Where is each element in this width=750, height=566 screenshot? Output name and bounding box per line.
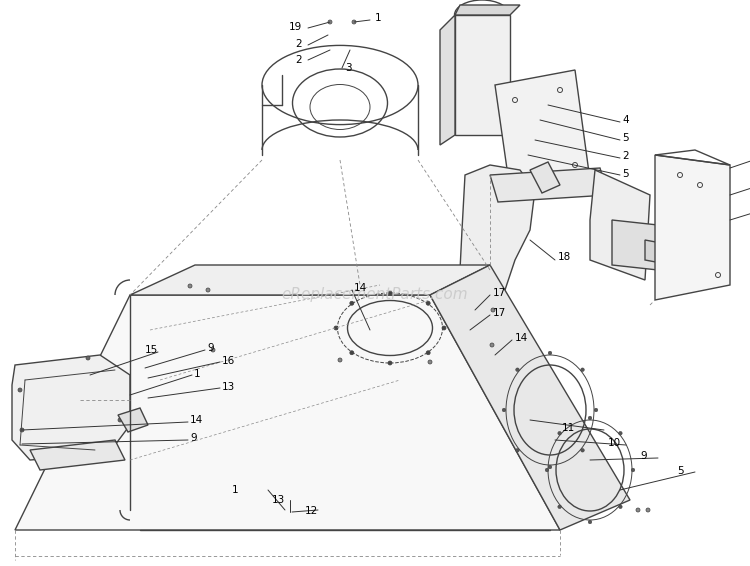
Ellipse shape — [211, 348, 215, 352]
Text: 17: 17 — [493, 288, 506, 298]
Text: 10: 10 — [608, 438, 621, 448]
Ellipse shape — [588, 416, 592, 420]
Ellipse shape — [636, 508, 640, 512]
Text: 3: 3 — [345, 63, 352, 73]
Ellipse shape — [334, 326, 338, 330]
Text: 13: 13 — [222, 382, 236, 392]
Text: 13: 13 — [272, 495, 285, 505]
Ellipse shape — [18, 388, 22, 392]
Ellipse shape — [442, 326, 446, 330]
Text: 9: 9 — [190, 433, 196, 443]
Ellipse shape — [594, 408, 598, 411]
Ellipse shape — [428, 360, 432, 364]
Ellipse shape — [328, 20, 332, 24]
Text: 14: 14 — [515, 333, 528, 343]
Ellipse shape — [491, 308, 495, 312]
Ellipse shape — [646, 508, 650, 512]
Text: 2: 2 — [296, 55, 302, 65]
Polygon shape — [440, 15, 455, 145]
Polygon shape — [12, 355, 130, 460]
Polygon shape — [590, 170, 650, 280]
Ellipse shape — [558, 505, 561, 508]
Polygon shape — [430, 265, 630, 530]
Text: 17: 17 — [493, 308, 506, 318]
Polygon shape — [455, 15, 510, 135]
Ellipse shape — [118, 418, 122, 422]
Text: 5: 5 — [622, 133, 628, 143]
Polygon shape — [30, 440, 125, 470]
Text: 9: 9 — [640, 451, 646, 461]
Text: 1: 1 — [194, 369, 201, 379]
Ellipse shape — [426, 301, 430, 305]
Ellipse shape — [503, 408, 506, 411]
Ellipse shape — [20, 428, 24, 432]
Text: eReplacementParts.com: eReplacementParts.com — [282, 288, 468, 302]
Ellipse shape — [516, 368, 519, 371]
Ellipse shape — [558, 431, 561, 435]
Text: 5: 5 — [677, 466, 684, 476]
Ellipse shape — [548, 351, 552, 355]
Ellipse shape — [388, 361, 392, 365]
Ellipse shape — [350, 301, 354, 305]
Polygon shape — [130, 265, 490, 295]
Text: 14: 14 — [354, 283, 368, 293]
Ellipse shape — [388, 291, 392, 295]
Text: 19: 19 — [289, 22, 302, 32]
Text: 16: 16 — [222, 356, 236, 366]
Ellipse shape — [350, 351, 354, 355]
Text: 1: 1 — [231, 485, 238, 495]
Polygon shape — [455, 5, 520, 15]
Polygon shape — [490, 168, 608, 202]
Ellipse shape — [206, 288, 210, 292]
Polygon shape — [530, 162, 560, 193]
Ellipse shape — [338, 358, 342, 362]
Ellipse shape — [86, 356, 90, 360]
Polygon shape — [118, 408, 148, 432]
Text: 12: 12 — [305, 506, 318, 516]
Text: 11: 11 — [562, 423, 575, 433]
Polygon shape — [645, 240, 672, 265]
Text: 9: 9 — [207, 343, 214, 353]
Ellipse shape — [545, 468, 549, 471]
Ellipse shape — [619, 431, 622, 435]
Ellipse shape — [619, 505, 622, 508]
Polygon shape — [460, 165, 535, 315]
Text: 2: 2 — [296, 39, 302, 49]
Polygon shape — [612, 220, 658, 270]
Text: 5: 5 — [622, 169, 628, 179]
Ellipse shape — [588, 520, 592, 524]
Text: 14: 14 — [190, 415, 203, 425]
Text: 2: 2 — [622, 151, 628, 161]
Ellipse shape — [352, 20, 356, 24]
Ellipse shape — [426, 351, 430, 355]
Ellipse shape — [516, 449, 519, 452]
Ellipse shape — [580, 449, 584, 452]
Ellipse shape — [188, 284, 192, 288]
Text: 1: 1 — [375, 13, 382, 23]
Ellipse shape — [548, 465, 552, 469]
Text: 4: 4 — [622, 115, 628, 125]
Ellipse shape — [632, 468, 634, 471]
Polygon shape — [655, 155, 730, 300]
Text: 15: 15 — [145, 345, 158, 355]
Polygon shape — [15, 295, 560, 530]
Ellipse shape — [580, 368, 584, 371]
Text: 18: 18 — [558, 252, 572, 262]
Polygon shape — [495, 70, 590, 190]
Ellipse shape — [490, 343, 494, 347]
